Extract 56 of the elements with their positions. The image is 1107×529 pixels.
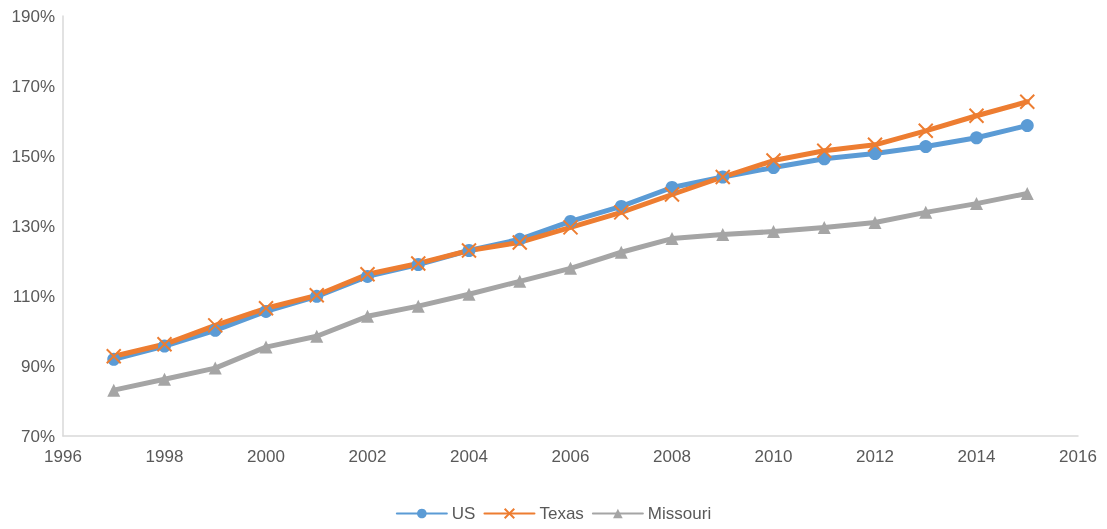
point [765,152,782,169]
y-tick-label: 190% [11,6,55,26]
legend-label: US [451,504,476,523]
point [158,372,171,386]
point [867,136,883,153]
point [511,234,528,251]
point [1020,186,1034,200]
point [207,317,224,334]
point [1020,119,1034,133]
point [105,348,122,365]
legend-label: Missouri [647,504,712,523]
y-tick-label: 130% [11,216,55,236]
point [613,204,630,221]
x-tick-label: 2004 [450,447,488,466]
point [664,186,680,203]
point [919,140,933,154]
y-tick-label: 90% [20,356,55,376]
x-tick-label: 2002 [348,447,387,466]
y-tick-label: 170% [11,76,55,96]
point [816,142,833,159]
point [513,274,527,288]
point [919,205,933,219]
point [817,220,831,234]
x-tick-label: 2012 [856,447,894,466]
point [968,107,985,124]
point [462,287,476,301]
point [208,361,222,375]
point [970,131,983,145]
point [258,300,274,317]
x-tick-label: 2000 [247,447,285,466]
point [107,383,121,397]
x-tick-label: 1998 [145,447,184,466]
point [259,340,273,354]
x-tick-label: 2014 [957,447,996,466]
point [411,299,425,313]
point [665,232,679,246]
legend-label: Texas [539,504,584,523]
point [1019,93,1036,110]
point [767,225,780,239]
x-tick-label: 2006 [551,447,590,466]
point [310,329,324,343]
point [564,261,577,275]
point [562,219,579,236]
x-tick-label: 2016 [1059,447,1097,466]
point [917,122,934,139]
point [614,245,628,259]
point [970,197,983,211]
y-tick-label: 70% [20,426,55,446]
point [868,216,882,229]
x-tick-label: 2010 [754,447,793,466]
y-tick-label: 150% [11,146,55,166]
x-tick-label: 1996 [44,447,82,466]
point [361,309,374,323]
y-tick-label: 110% [12,286,55,306]
x-tick-label: 2008 [653,447,691,466]
point [716,227,730,241]
